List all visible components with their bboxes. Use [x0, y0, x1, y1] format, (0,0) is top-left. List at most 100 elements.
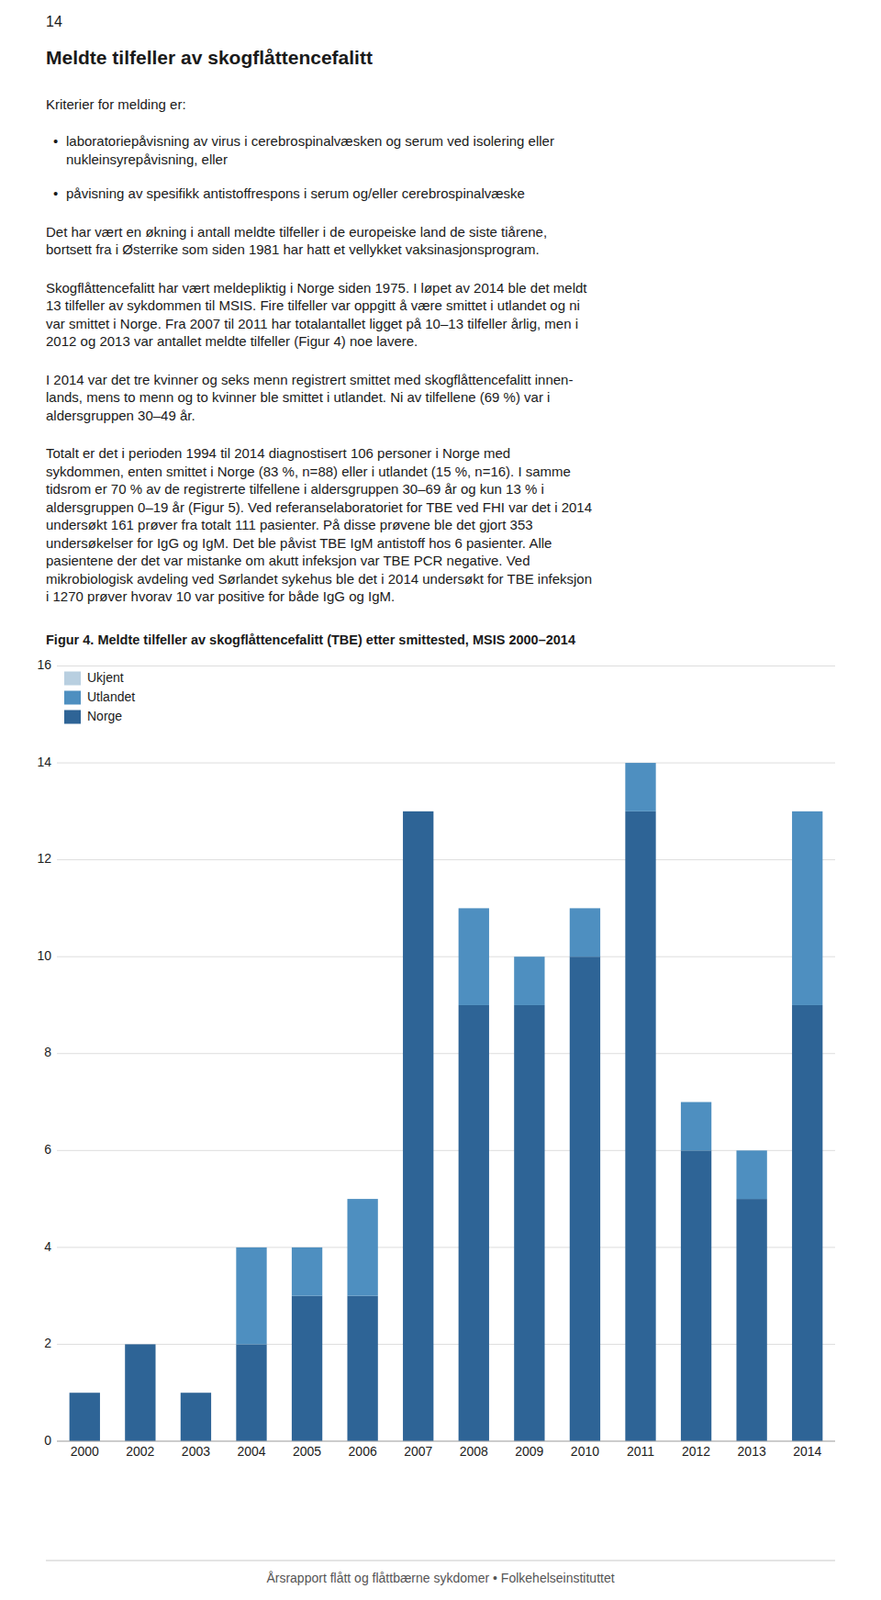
x-tick-label: 2000 — [70, 1443, 100, 1459]
bullet-text: laboratoriepåvisning av virus i cerebros… — [66, 133, 555, 149]
legend-swatch — [64, 691, 81, 705]
grid-line — [56, 858, 836, 860]
background — [0, 0, 881, 1600]
x-tick-label: 2004 — [236, 1443, 266, 1459]
legend-swatch — [64, 671, 81, 686]
paragraph-text: mikrobiologisk avdeling ved Sørlandet sy… — [45, 570, 592, 587]
x-tick-label: 2008 — [459, 1443, 489, 1459]
y-tick-label: 6 — [44, 1141, 52, 1157]
x-tick-label: 2009 — [514, 1443, 544, 1459]
paragraph-text: pasientene der det var mistanke om akutt… — [45, 552, 531, 569]
paragraph-text: 2012 og 2013 var antallet meldte tilfell… — [45, 333, 418, 349]
footer-text: Årsrapport flått og flåttbærne sykdomer … — [266, 1570, 614, 1585]
x-tick-label: 2007 — [403, 1443, 433, 1459]
y-tick-label: 16 — [36, 657, 52, 672]
paragraph-text: bortsett fra i Østerrike som siden 1981 … — [45, 241, 540, 257]
paragraph-text: undersøkelser for IgG og IgM. Det ble på… — [45, 535, 552, 551]
bar-segment — [402, 810, 434, 812]
bullet-mark: • — [53, 133, 58, 149]
bar-segment — [69, 1392, 101, 1394]
bar-segment — [235, 1246, 267, 1248]
bar-segment — [680, 1101, 712, 1103]
bar-segment — [180, 1392, 212, 1441]
bar-segment — [624, 811, 656, 1441]
grid-line — [56, 1440, 836, 1442]
paragraph-text: undersøkt 161 prøver fra totalt 111 pasi… — [45, 516, 534, 533]
paragraph-text: lands, mens to menn og to kvinner ble sm… — [45, 389, 550, 405]
bar-segment — [736, 1149, 767, 1151]
grid-line — [56, 665, 836, 667]
bar-segment — [624, 762, 656, 764]
y-tick-label: 12 — [36, 850, 52, 866]
bullet-text: påvisning av spesifikk antistoffrespons … — [66, 185, 525, 201]
x-tick-label: 2005 — [292, 1443, 322, 1459]
bar-segment — [180, 1392, 212, 1394]
bar-segment — [346, 1198, 378, 1296]
paragraph-text: var smittet i Norge. Fra 2007 til 2011 h… — [45, 315, 579, 332]
bar-segment — [291, 1247, 323, 1296]
legend-swatch — [64, 710, 81, 725]
legend-label: Ukjent — [87, 669, 124, 685]
grid-line — [56, 1052, 836, 1054]
bar-segment — [69, 1392, 101, 1394]
bar-segment — [624, 762, 656, 812]
bar-segment — [124, 1343, 156, 1345]
bar-segment — [680, 1102, 712, 1151]
x-axis-line — [56, 1440, 836, 1442]
bar-segment — [346, 1295, 378, 1441]
page: 14 Meldte tilfeller av skogflåttencefalit… — [0, 0, 881, 1600]
bar-segment — [235, 1343, 267, 1441]
bar-segment — [458, 1004, 490, 1441]
x-tick-label: 2010 — [570, 1443, 600, 1459]
grid-line — [56, 956, 836, 958]
bar-segment — [791, 810, 823, 812]
paragraph-text: i 1270 prøver hvorav 10 var positive for… — [45, 588, 395, 604]
bar-segment — [402, 811, 434, 1441]
chart-title: Figur 4. Meldte tilfeller av skogflåtten… — [45, 632, 576, 647]
legend-label: Utlandet — [87, 689, 135, 704]
bar-segment — [791, 1004, 823, 1441]
paragraph-text: Totalt er det i perioden 1994 til 2014 d… — [45, 445, 511, 461]
y-tick-label: 4 — [44, 1238, 52, 1254]
bar-segment — [291, 1295, 323, 1441]
x-tick-label: 2012 — [681, 1443, 711, 1459]
grid-line — [56, 762, 836, 764]
bar-segment — [458, 907, 490, 1005]
paragraph-text: I 2014 var det tre kvinner og seks menn … — [45, 371, 573, 388]
bar-segment — [124, 1343, 156, 1441]
bar-segment — [180, 1392, 212, 1394]
y-tick-label: 10 — [36, 947, 52, 963]
paragraph-text: 13 tilfeller av sykdommen til MSIS. Fire… — [45, 297, 580, 313]
bar-segment — [235, 1247, 267, 1345]
bullet-mark: • — [53, 185, 58, 201]
x-tick-label: 2003 — [181, 1443, 211, 1459]
bar-segment — [569, 907, 601, 957]
grid-line — [56, 1343, 836, 1345]
bars — [69, 762, 824, 1441]
grid-line — [56, 1246, 836, 1248]
x-tick-label: 2011 — [626, 1443, 655, 1459]
bar-segment — [569, 907, 601, 909]
grid-line — [56, 1149, 836, 1151]
bar-segment — [513, 956, 545, 958]
bar-segment — [69, 1392, 101, 1441]
x-tick-label: 2014 — [792, 1443, 822, 1459]
y-tick-label: 14 — [36, 754, 52, 770]
y-tick-label: 2 — [44, 1335, 52, 1350]
bar-segment — [458, 907, 490, 909]
page-number: 14 — [45, 13, 63, 30]
bar-segment — [791, 811, 823, 1005]
bar-segment — [736, 1149, 767, 1199]
legend: Ukjent Utlandet Norge — [64, 669, 135, 725]
x-tick-label: 2002 — [125, 1443, 155, 1459]
bar-segment — [736, 1198, 767, 1441]
page-heading: Meldte tilfeller av skogflåttencefalitt — [45, 46, 373, 68]
legend-label: Norge — [87, 708, 123, 724]
bar-segment — [513, 956, 545, 1005]
paragraph-text: tidsrom er 70 % av de registrerte tilfel… — [45, 480, 545, 497]
footer-rule — [45, 1560, 836, 1562]
x-tick-label: 2006 — [348, 1443, 378, 1459]
chart: 0246810121416200020022003200420052006200… — [36, 657, 836, 1459]
paragraph-text: Skogflåttencefalitt har vært meldeplikti… — [45, 279, 588, 296]
intro-text: Kriterier for melding er: — [45, 96, 187, 112]
